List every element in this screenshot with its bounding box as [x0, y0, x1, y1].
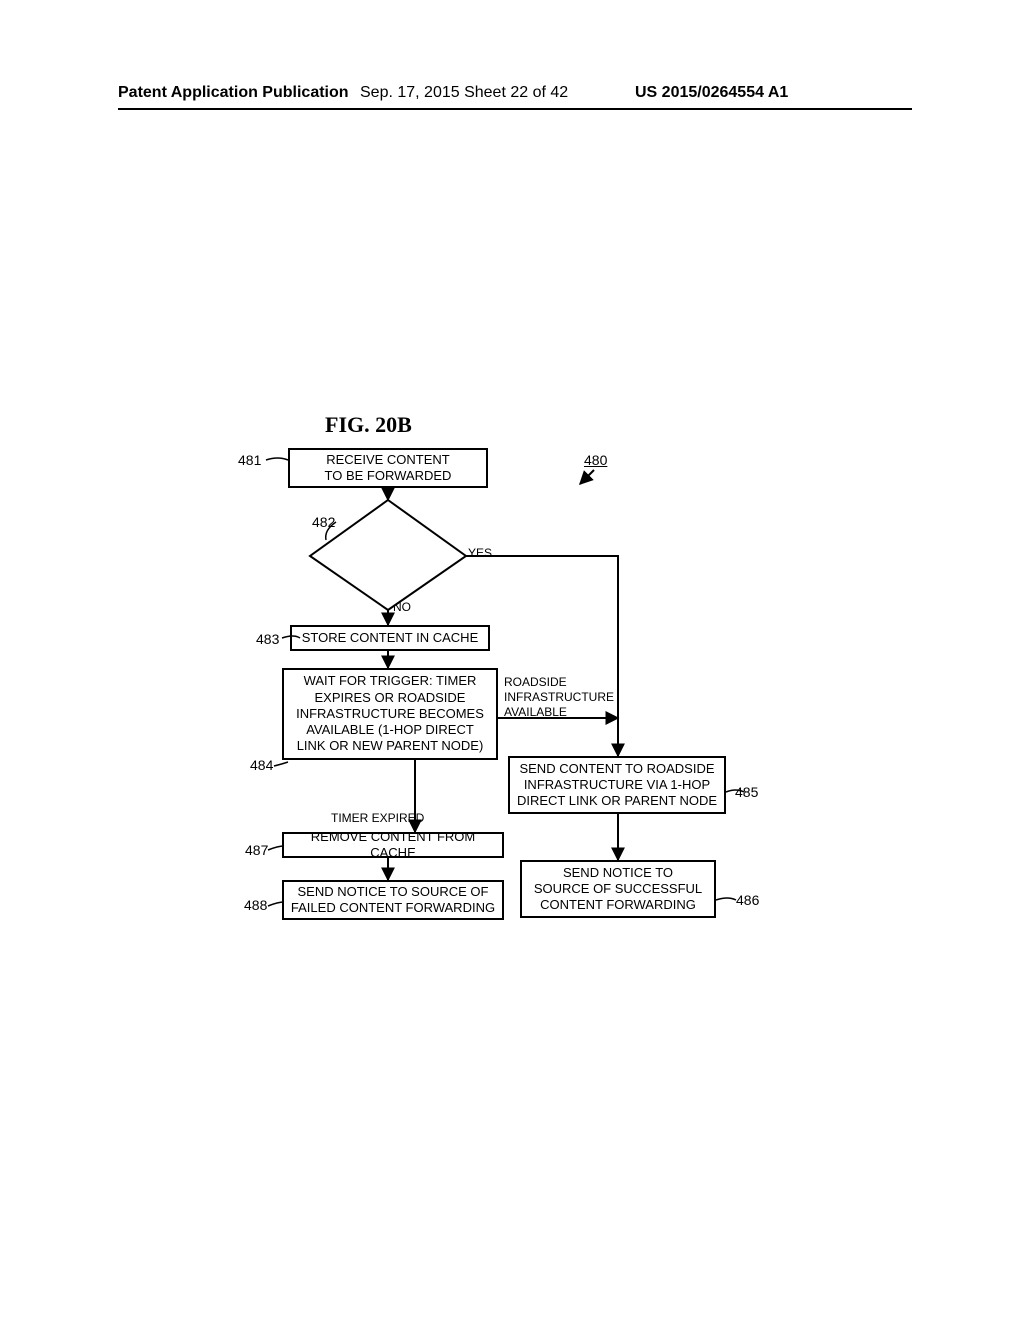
- flowchart-svg: [0, 0, 1024, 1320]
- box-485-text: SEND CONTENT TO ROADSIDE INFRASTRUCTURE …: [517, 761, 717, 810]
- box-481-text: RECEIVE CONTENT TO BE FORWARDED: [325, 452, 452, 485]
- figure-title: FIG. 20B: [325, 412, 412, 438]
- ref-480: 480: [584, 452, 607, 468]
- patent-page: Patent Application Publication Sep. 17, …: [0, 0, 1024, 1320]
- ref-485: 485: [735, 784, 758, 800]
- box-483-text: STORE CONTENT IN CACHE: [302, 630, 478, 646]
- ref-486: 486: [736, 892, 759, 908]
- ref-487: 487: [245, 842, 268, 858]
- box-483: STORE CONTENT IN CACHE: [290, 625, 490, 651]
- header-mid: Sep. 17, 2015 Sheet 22 of 42: [360, 84, 568, 102]
- ref-488: 488: [244, 897, 267, 913]
- box-488-text: SEND NOTICE TO SOURCE OF FAILED CONTENT …: [291, 884, 495, 917]
- label-trigger-right: ROADSIDE INFRASTRUCTURE AVAILABLE: [504, 675, 614, 720]
- header-rule: [118, 108, 912, 110]
- box-487: REMOVE CONTENT FROM CACHE: [282, 832, 504, 858]
- ref-481: 481: [238, 452, 261, 468]
- ref-483: 483: [256, 631, 279, 647]
- box-486: SEND NOTICE TO SOURCE OF SUCCESSFUL CONT…: [520, 860, 716, 918]
- box-484-text: WAIT FOR TRIGGER: TIMER EXPIRES OR ROADS…: [296, 673, 484, 754]
- decision-482-text: ROADSIDE INFRASTRUCTURE AVAILABLE?: [298, 530, 476, 579]
- box-485: SEND CONTENT TO ROADSIDE INFRASTRUCTURE …: [508, 756, 726, 814]
- box-481: RECEIVE CONTENT TO BE FORWARDED: [288, 448, 488, 488]
- box-487-text: REMOVE CONTENT FROM CACHE: [290, 829, 496, 862]
- box-486-text: SEND NOTICE TO SOURCE OF SUCCESSFUL CONT…: [534, 865, 702, 914]
- box-488: SEND NOTICE TO SOURCE OF FAILED CONTENT …: [282, 880, 504, 920]
- label-no: NO: [393, 600, 411, 614]
- label-timer-expired: TIMER EXPIRED: [331, 811, 424, 825]
- ref-484: 484: [250, 757, 273, 773]
- header-left: Patent Application Publication: [118, 84, 349, 102]
- header-right: US 2015/0264554 A1: [635, 84, 788, 102]
- ref-482: 482: [312, 514, 335, 530]
- box-484: WAIT FOR TRIGGER: TIMER EXPIRES OR ROADS…: [282, 668, 498, 760]
